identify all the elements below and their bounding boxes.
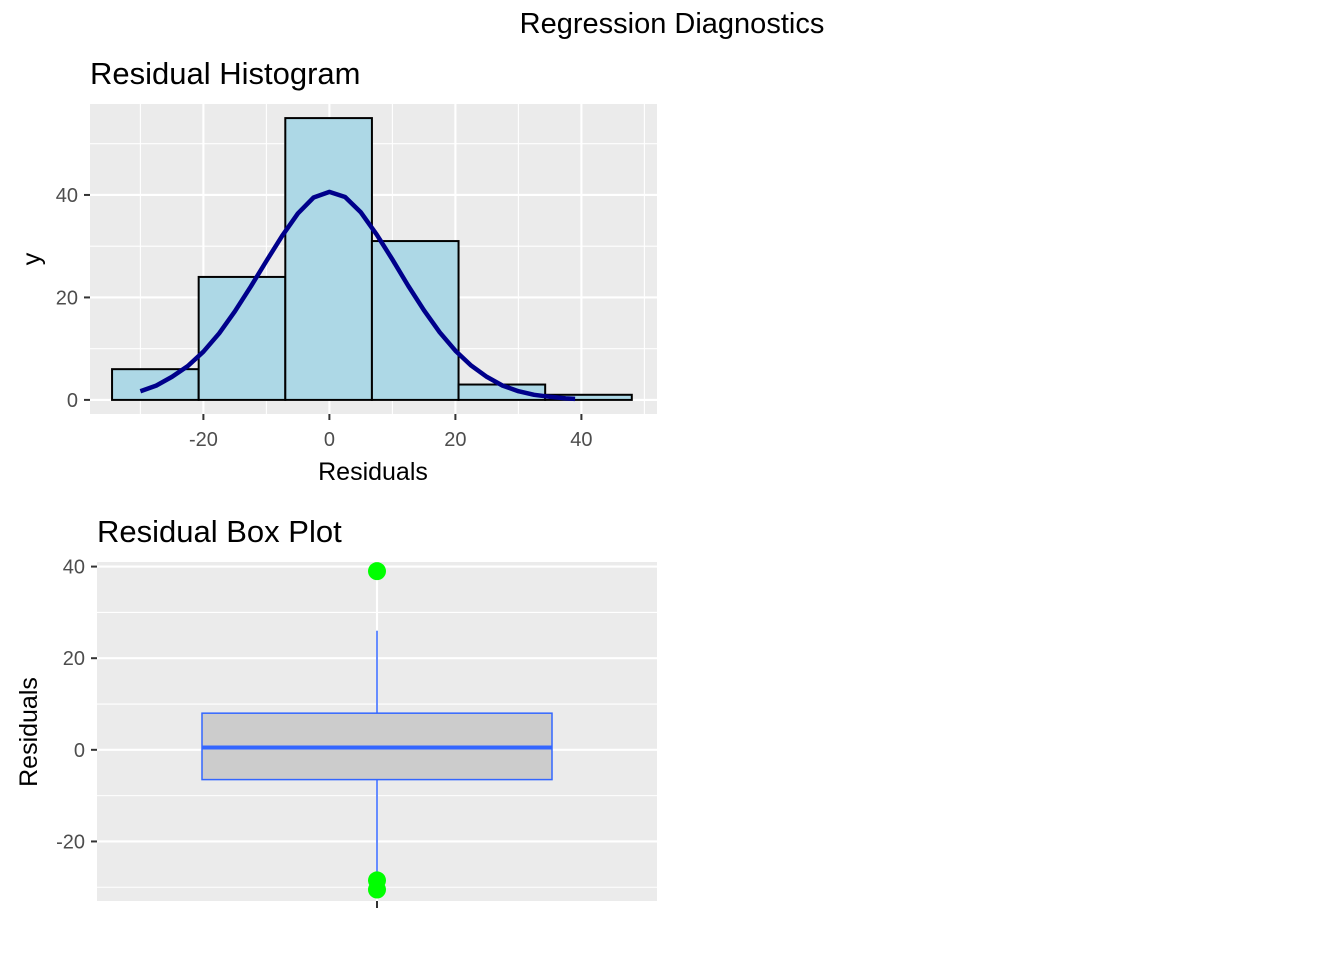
histogram-bar xyxy=(284,117,373,401)
density-curve-line xyxy=(139,189,576,402)
histogram-x-tick-label: 40 xyxy=(570,429,592,451)
boxplot-y-tick-label: 20 xyxy=(63,648,85,670)
histogram-x-axis-label: Residuals xyxy=(318,458,428,486)
histogram-chart: Residual Histogram -20 0 20 40 0 20 40 Residua… xyxy=(18,56,657,486)
boxplot-outlier-point xyxy=(368,880,386,899)
boxplot-axes: -20 0 20 40 xyxy=(56,557,378,908)
boxplot-y-tick-label: 40 xyxy=(63,557,85,579)
boxplot-y-tick-label: 0 xyxy=(74,740,85,762)
histogram-y-tick-label: 20 xyxy=(56,287,78,309)
boxplot-outlier-point xyxy=(368,562,386,581)
boxplot-title: Residual Box Plot xyxy=(97,514,342,549)
histogram-bar xyxy=(370,240,460,401)
histogram-y-tick-label: 0 xyxy=(67,390,78,412)
boxplot-y-axis-label: Residuals xyxy=(15,677,43,787)
figure-suptitle: Regression Diagnostics xyxy=(520,8,825,40)
boxplot-marks xyxy=(201,562,553,899)
histogram-title: Residual Histogram xyxy=(90,56,361,91)
boxplot-chart: Residual Box Plot -20 0 20 40 Residuals xyxy=(15,514,657,908)
histogram-x-tick-label: 20 xyxy=(444,429,466,451)
histogram-y-axis-label: y xyxy=(18,252,46,265)
histogram-axes: -20 0 20 40 0 20 40 xyxy=(56,185,593,451)
histogram-x-tick-label: 0 xyxy=(324,429,335,451)
boxplot-y-tick-label: -20 xyxy=(56,831,85,853)
histogram-y-tick-label: 40 xyxy=(56,185,78,207)
histogram-x-tick-label: -20 xyxy=(189,429,218,451)
histogram-bar xyxy=(197,275,287,401)
